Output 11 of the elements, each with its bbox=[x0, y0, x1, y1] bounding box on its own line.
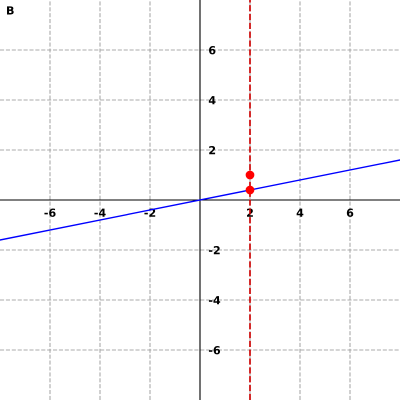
y-tick-label: 2 bbox=[209, 146, 216, 154]
y-tick-label: 4 bbox=[208, 96, 216, 104]
x-tick-label: -4 bbox=[94, 208, 106, 217]
y-tick-label: -4 bbox=[208, 296, 220, 304]
y-tick-label: -2 bbox=[208, 246, 220, 254]
chart-title: B bbox=[7, 6, 14, 14]
x-tick-label: -6 bbox=[44, 208, 56, 217]
x-tick-label: 4 bbox=[296, 208, 304, 217]
y-tick-label: -6 bbox=[208, 346, 220, 354]
y-tick-label: 6 bbox=[209, 46, 216, 54]
x-tick-label: 6 bbox=[346, 208, 354, 217]
